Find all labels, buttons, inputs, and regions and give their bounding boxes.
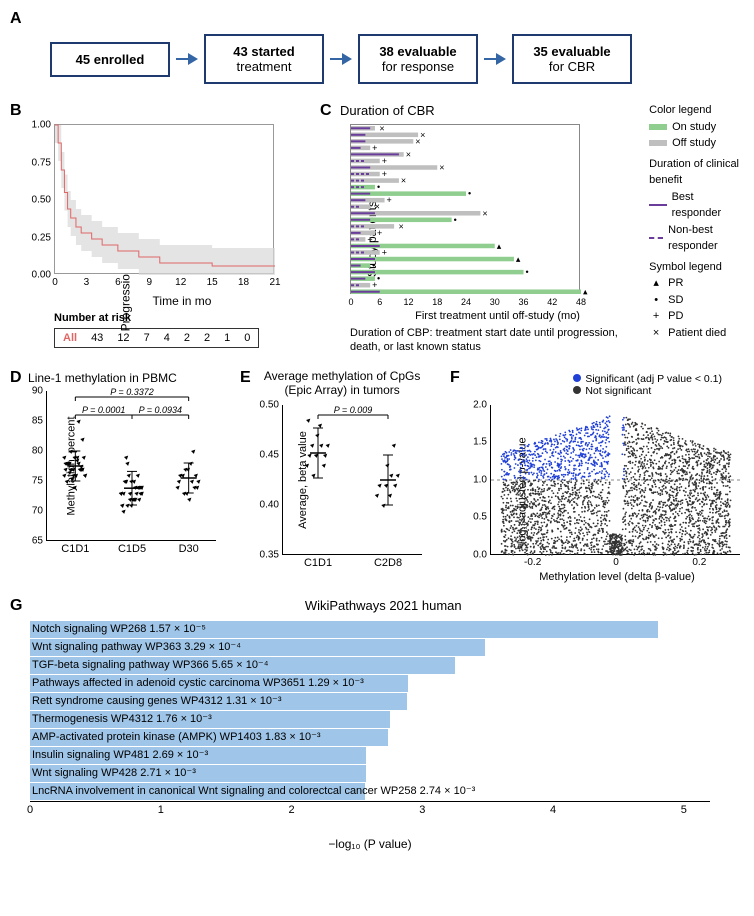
pathway-bar: Pathways affected in adenoid cystic carc…: [30, 675, 408, 692]
svg-text:×: ×: [375, 202, 380, 212]
panel-e: E Average methylation of CpGs (Epic Arra…: [240, 369, 440, 583]
svg-text:×: ×: [439, 163, 444, 173]
flow-box: 43 startedtreatment: [204, 34, 324, 84]
svg-text:×: ×: [406, 149, 411, 159]
svg-text:▴: ▴: [497, 241, 502, 251]
panel-c-chart: ×××+×+×+×••+××•×++▴+▴•••+▴06121824303642…: [350, 124, 580, 294]
pathway-bar: Wnt signaling pathway WP363 3.29 × 10⁻⁴: [30, 639, 485, 656]
flowchart: 45 enrolled 43 startedtreatment 38 evaluab…: [50, 34, 744, 84]
panel-e-chart: P = 0.0090.350.400.450.50C1D1C2D8: [282, 405, 422, 555]
svg-text:×: ×: [399, 221, 404, 231]
panel-c-label: C: [320, 102, 332, 119]
panel-d: D Line-1 methylation in PBMC Methylation…: [10, 369, 230, 583]
panel-c-title: Duration of CBR: [340, 103, 435, 118]
panel-g-label: G: [10, 597, 22, 615]
svg-text:P = 0.0934: P = 0.0934: [139, 405, 182, 415]
svg-text:•: •: [372, 261, 375, 271]
pathway-bar: Thermogenesis WP4312 1.76 × 10⁻³: [30, 711, 390, 728]
flow-box: 35 evaluablefor CBR: [512, 34, 632, 84]
row-def: D Line-1 methylation in PBMC Methylation…: [10, 369, 744, 583]
svg-text:P = 0.3372: P = 0.3372: [110, 387, 153, 397]
panel-f-chart: -0.200.20.00.51.01.52.0: [490, 405, 740, 555]
pathway-bar: Insulin signaling WP481 2.69 × 10⁻³: [30, 747, 366, 764]
svg-text:P = 0.009: P = 0.009: [334, 405, 372, 415]
pathway-bar: Wnt signaling WP428 2.71 × 10⁻³: [30, 765, 366, 782]
panel-b-xlabel: Time in mo: [54, 294, 310, 308]
flow-box: 45 enrolled: [50, 42, 170, 77]
panel-f-xlabel: Methylation level (delta β-value): [490, 571, 744, 583]
panel-a: A 45 enrolled 43 startedtreatment 38 evalu…: [10, 10, 744, 84]
svg-text:+: +: [382, 248, 387, 258]
panel-c: C Duration of CBR Study patients ×××+×+×…: [320, 102, 744, 355]
panel-d-title: Line-1 methylation in PBMC: [28, 371, 177, 385]
svg-text:•: •: [454, 215, 457, 225]
svg-text:•: •: [468, 189, 471, 199]
pathway-bar: TGF-beta signaling pathway WP366 5.65 × …: [30, 657, 455, 674]
panel-f-label: F: [450, 369, 460, 386]
risk-table: All4312742210: [54, 328, 259, 348]
svg-text:+: +: [367, 234, 372, 244]
panel-b-label: B: [10, 102, 310, 120]
panel-c-legend: Color legendOn studyOff studyDuration of…: [649, 102, 744, 341]
panel-c-subnote: Duration of CBP: treatment start date un…: [350, 326, 645, 355]
panel-e-title: Average methylation of CpGs (Epic Array)…: [257, 369, 427, 397]
svg-text:+: +: [372, 143, 377, 153]
panel-g-title: WikiPathways 2021 human: [305, 598, 462, 613]
svg-text:+: +: [382, 156, 387, 166]
panel-a-label: A: [10, 10, 744, 28]
svg-text:×: ×: [482, 208, 487, 218]
panel-g: G WikiPathways 2021 human Notch signalin…: [10, 597, 744, 851]
panel-f: F Significant (adj P value < 0.1)Not sig…: [450, 369, 744, 583]
svg-text:•: •: [377, 182, 380, 192]
panel-d-label: D: [10, 369, 22, 386]
svg-text:+: +: [387, 195, 392, 205]
panel-g-chart: Notch signaling WP268 1.57 × 10⁻⁵Wnt sig…: [30, 621, 710, 851]
svg-text:×: ×: [420, 130, 425, 140]
panel-b-chart: 0369121518210.000.250.500.751.00: [54, 124, 274, 274]
row-bc: B Progression-free survival probability …: [10, 102, 744, 355]
svg-text:×: ×: [415, 136, 420, 146]
svg-text:×: ×: [401, 176, 406, 186]
pathway-bar: LncRNA involvement in canonical Wnt sign…: [30, 783, 365, 800]
pathway-bar: AMP-activated protein kinase (AMPK) WP14…: [30, 729, 388, 746]
panel-d-chart: P = 0.3372P = 0.0001P = 0.09346570758085…: [46, 391, 216, 541]
svg-text:▴: ▴: [516, 254, 521, 264]
flow-box: 38 evaluablefor response: [358, 34, 478, 84]
svg-text:•: •: [526, 267, 529, 277]
svg-text:+: +: [372, 280, 377, 290]
panel-f-legend: Significant (adj P value < 0.1)Not signi…: [573, 373, 722, 397]
panel-c-xlabel: First treatment until off-study (mo): [350, 310, 645, 322]
svg-text:▴: ▴: [583, 287, 588, 297]
svg-text:+: +: [377, 228, 382, 238]
panel-e-label: E: [240, 369, 251, 386]
pathway-bar: Rett syndrome causing genes WP4312 1.31 …: [30, 693, 407, 710]
svg-text:P = 0.0001: P = 0.0001: [82, 405, 125, 415]
svg-text:×: ×: [379, 123, 384, 133]
svg-text:+: +: [382, 169, 387, 179]
pathway-bar: Notch signaling WP268 1.57 × 10⁻⁵: [30, 621, 658, 638]
panel-b: B Progression-free survival probability …: [10, 102, 310, 355]
risk-header: Number at risk: [54, 312, 310, 324]
